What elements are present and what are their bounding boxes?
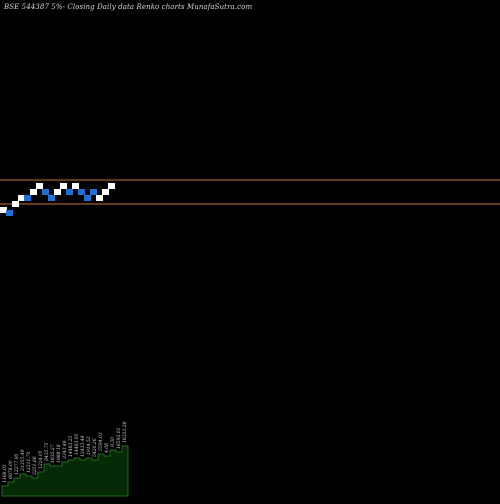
- renko-brick-9: [54, 189, 61, 195]
- volume-label-13: 12433.49: [80, 435, 86, 457]
- volume-label-12: 14463.95: [74, 433, 80, 455]
- renko-brick-17: [102, 189, 109, 195]
- volume-label-11: 14463.25: [68, 435, 74, 457]
- renko-brick-4: [24, 195, 31, 201]
- volume-area: [1, 445, 129, 497]
- volume-label-15: 5420.26: [92, 438, 98, 457]
- volume-label-2: 12277.95: [14, 453, 20, 475]
- volume-label-10: 3343.46: [62, 440, 68, 459]
- renko-brick-12: [72, 183, 79, 189]
- volume-label-9: 1988.18: [56, 444, 62, 463]
- volume-label-6: 1224.05: [38, 450, 44, 469]
- volume-label-1: 8978.00: [8, 460, 14, 479]
- volume-label-20: 16323.28: [122, 421, 128, 443]
- renko-brick-18: [108, 183, 115, 189]
- volume-label-3: 21355.49: [20, 449, 26, 472]
- volume-label-16: 5594.03: [98, 432, 104, 451]
- volume-label-17: 4.08: [104, 443, 110, 454]
- renko-brick-1: [6, 210, 13, 216]
- renko-brick-0: [0, 207, 7, 213]
- volume-label-5: 2251.86: [32, 456, 38, 476]
- volume-label-8: 1832.27: [50, 444, 56, 463]
- volume-label-18: 9.30: [110, 437, 116, 447]
- chart-title: BSE 544387 5%- Closing Daily data Renko …: [4, 3, 253, 11]
- renko-brick-7: [42, 189, 49, 195]
- renko-brick-14: [84, 195, 91, 201]
- renko-brick-16: [96, 195, 103, 201]
- renko-brick-15: [90, 189, 97, 195]
- volume-label-14: 1914.52: [86, 436, 92, 455]
- renko-brick-11: [66, 189, 73, 195]
- renko-brick-8: [48, 195, 55, 201]
- renko-brick-6: [36, 183, 43, 189]
- renko-brick-2: [12, 201, 19, 207]
- volume-label-19: 16592.01: [116, 428, 122, 449]
- renko-brick-5: [30, 189, 37, 195]
- volume-label-4: 12211.70: [26, 451, 32, 473]
- renko-brick-10: [60, 183, 67, 189]
- volume-label-7: 9435.75: [44, 442, 50, 461]
- renko-brick-13: [78, 189, 85, 195]
- renko-brick-3: [18, 195, 25, 201]
- volume-label-0: 1168.05: [2, 464, 8, 483]
